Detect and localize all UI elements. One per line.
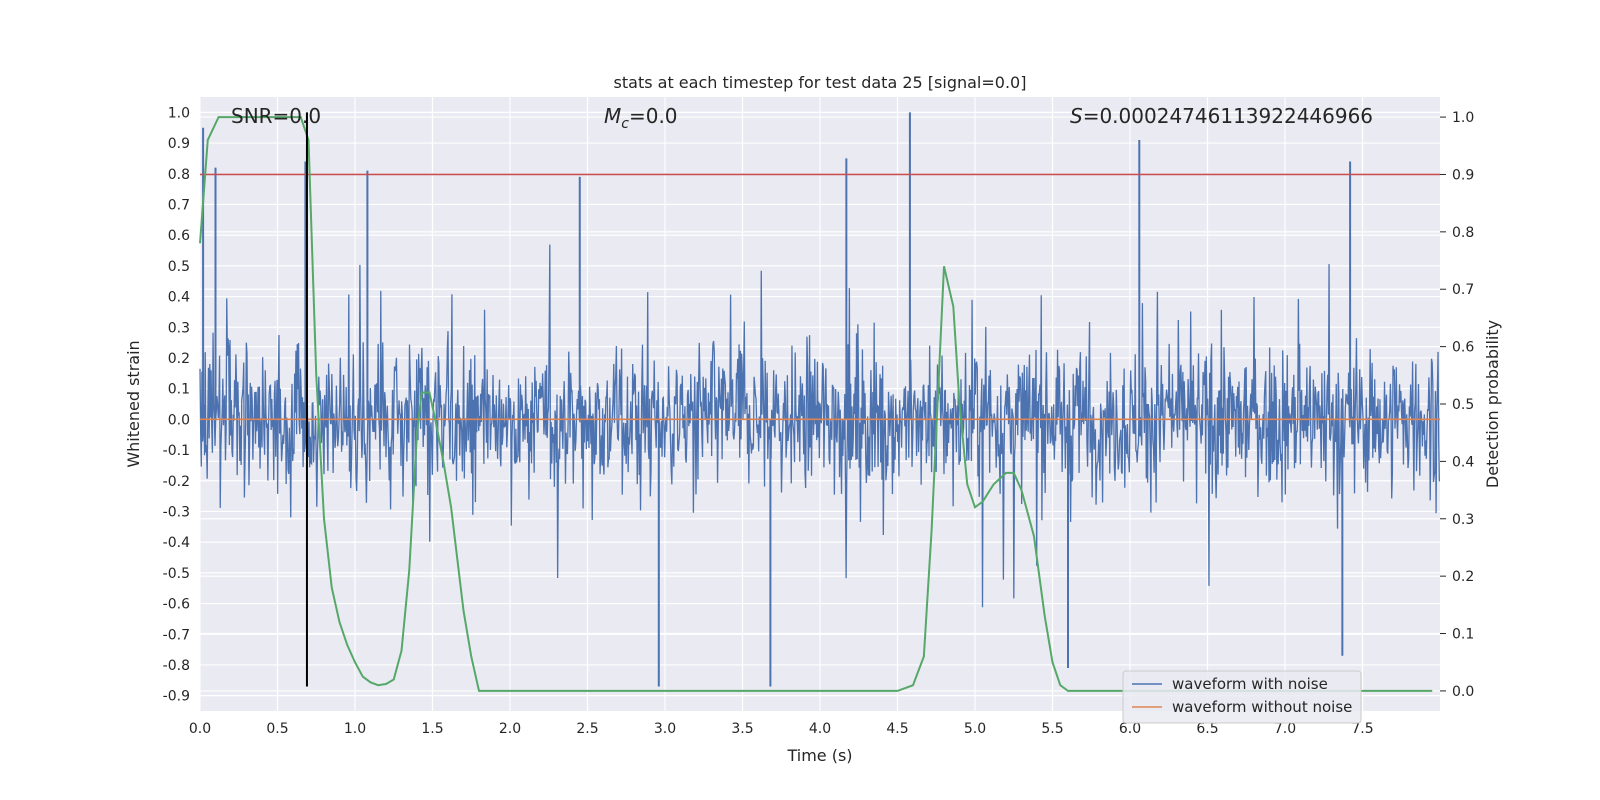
y-tick-label-left: 0.5 [168, 259, 190, 275]
x-tick-label: 0.0 [189, 721, 211, 737]
y-tick-label-left: -0.7 [163, 627, 190, 643]
legend-label-clean: waveform without noise [1172, 698, 1352, 716]
y-tick-label-left: 0.3 [168, 320, 190, 336]
waveform-with-noise-line [199, 244, 1440, 608]
x-tick-label: 4.5 [886, 721, 908, 737]
s-annotation: S=0.00024746113922446966 [1070, 104, 1373, 128]
y-axis-label-left: Whitened strain [124, 340, 143, 467]
y-tick-label-right: 0.0 [1452, 684, 1474, 700]
x-tick-label: 3.0 [654, 721, 676, 737]
mc-subscript: c [621, 116, 629, 132]
y-axis-label-right: Detection probability [1483, 320, 1502, 488]
y-tick-label-left: 0.4 [168, 290, 190, 306]
y-tick-label-right: 0.2 [1452, 569, 1474, 585]
y-tick-label-left: -0.6 [163, 597, 190, 613]
y-tick-label-left: -0.9 [163, 689, 190, 705]
y-tick-label-left: 0.8 [168, 167, 190, 183]
y-tick-label-left: -0.8 [163, 658, 190, 674]
x-tick-label: 4.0 [809, 721, 831, 737]
y-tick-label-left: 0.6 [168, 228, 190, 244]
y-tick-label-right: 0.6 [1452, 340, 1474, 356]
x-tick-label: 1.5 [421, 721, 443, 737]
y-tick-label-left: -0.4 [163, 535, 190, 551]
x-tick-label: 3.5 [731, 721, 753, 737]
x-tick-label: 2.0 [499, 721, 521, 737]
mc-annotation: Mc=0.0 [604, 104, 678, 132]
x-axis-label: Time (s) [786, 746, 852, 765]
y-tick-label-left: 1.0 [168, 105, 190, 121]
chart-title: stats at each timestep for test data 25 … [614, 73, 1027, 92]
mc-symbol: M [604, 104, 621, 128]
y-tick-label-left: 0.1 [168, 382, 190, 398]
x-tick-label: 7.0 [1274, 721, 1296, 737]
y-tick-label-right: 0.8 [1452, 225, 1474, 241]
x-tick-label: 6.0 [1119, 721, 1141, 737]
y-tick-label-left: -0.1 [163, 443, 190, 459]
x-tick-label: 5.0 [964, 721, 986, 737]
x-tick-label: 6.5 [1196, 721, 1218, 737]
y-tick-label-right: 1.0 [1452, 110, 1474, 126]
plot-area [199, 112, 1440, 692]
x-tick-label: 2.5 [576, 721, 598, 737]
s-value: =0.00024746113922446966 [1083, 104, 1373, 128]
legend-label-noise: waveform with noise [1172, 675, 1328, 693]
legend-box [1122, 670, 1362, 724]
x-tick-label: 5.5 [1041, 721, 1063, 737]
snr-annotation: SNR=0.0 [231, 104, 321, 128]
detection-probability-line [199, 116, 1433, 692]
y-tick-label-left: -0.2 [163, 474, 190, 490]
x-tick-label: 1.0 [344, 721, 366, 737]
s-symbol: S [1070, 104, 1083, 128]
y-tick-label-left: 0.0 [168, 412, 190, 428]
y-tick-label-left: 0.2 [168, 351, 190, 367]
y-tick-label-left: 0.9 [168, 136, 190, 152]
legend: waveform with noise waveform without noi… [1122, 670, 1362, 724]
y-tick-label-right: 0.3 [1452, 512, 1474, 528]
ticks: 0.0 0.5 1.0 1.5 2.0 2.5 3.0 3.5 4.0 4.5 5.0 5.5 6.0 6… [163, 105, 1475, 737]
x-tick-label: 7.5 [1351, 721, 1373, 737]
y-tick-label-right: 0.7 [1452, 282, 1474, 298]
y-tick-label-left: -0.3 [163, 504, 190, 520]
y-tick-label-right: 0.1 [1452, 627, 1474, 643]
y-tick-label-right: 0.9 [1452, 167, 1474, 183]
mc-value: =0.0 [629, 104, 678, 128]
y-tick-label-left: -0.5 [163, 566, 190, 582]
y-tick-label-left: 0.7 [168, 197, 190, 213]
y-tick-label-right: 0.5 [1452, 397, 1474, 413]
x-tick-label: 0.5 [266, 721, 288, 737]
y-tick-label-right: 0.4 [1452, 454, 1474, 470]
